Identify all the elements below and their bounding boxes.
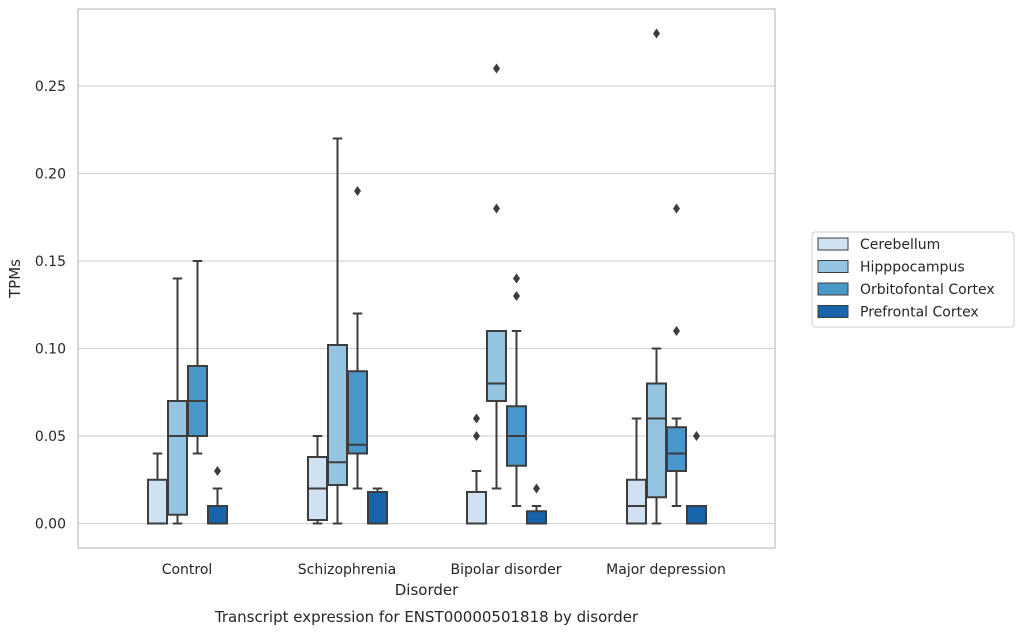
- box-orbitofontal-cortex: [347, 186, 368, 490]
- plot-frame: [77, 8, 776, 549]
- y-tick-label: 0.10: [35, 342, 66, 358]
- box-body: [646, 382, 667, 499]
- outlier-point: [473, 413, 480, 424]
- box-hipppocampus: [486, 63, 507, 490]
- box-body: [207, 505, 228, 525]
- y-tick-label: 0.05: [35, 429, 66, 445]
- legend-swatch: [817, 237, 849, 251]
- outlier-point: [513, 291, 520, 301]
- box-cerebellum: [626, 417, 647, 525]
- box-body: [526, 510, 547, 525]
- y-tick-label: 0.00: [35, 517, 66, 533]
- box-orbitofontal-cortex: [666, 203, 687, 507]
- box-orbitofontal-cortex: [506, 273, 527, 507]
- box-body: [327, 344, 348, 486]
- outlier-point: [513, 273, 520, 284]
- x-tick-label: Schizophrenia: [298, 562, 396, 578]
- box-prefrontal-cortex: [367, 487, 388, 525]
- legend-label: Cerebellum: [860, 237, 940, 253]
- outlier-point: [354, 186, 361, 196]
- chart-caption: Transcript expression for ENST0000050181…: [214, 608, 639, 626]
- outlier-point: [493, 63, 500, 74]
- legend-label: Hipppocampus: [860, 260, 965, 276]
- box-hipppocampus: [327, 137, 348, 525]
- box-orbitofontal-cortex: [187, 260, 208, 455]
- box-body: [626, 478, 647, 525]
- legend-label: Prefrontal Cortex: [860, 305, 979, 321]
- y-tick-label: 0.25: [35, 79, 66, 95]
- legend: Cerebellum Hipppocampus Orbitofontal Corte…: [811, 231, 1015, 328]
- y-tick-label: 0.20: [35, 167, 66, 183]
- box-hipppocampus: [167, 277, 188, 525]
- box-body: [167, 400, 188, 516]
- x-tick-label: Bipolar disorder: [450, 562, 561, 578]
- box-cerebellum: [147, 452, 168, 525]
- box-prefrontal-cortex: [686, 431, 707, 525]
- box-body: [367, 491, 388, 525]
- x-axis-label: Disorder: [395, 581, 459, 599]
- y-tick-label: 0.15: [35, 254, 66, 270]
- x-tick-label: Control: [162, 562, 213, 578]
- outlier-point: [473, 431, 480, 441]
- legend-swatch: [817, 282, 849, 296]
- box-hipppocampus: [646, 28, 667, 525]
- box-cerebellum: [307, 435, 328, 525]
- box-prefrontal-cortex: [207, 466, 228, 525]
- box-body: [486, 330, 507, 402]
- box-cerebellum: [466, 413, 487, 525]
- box-prefrontal-cortex: [526, 483, 547, 525]
- outlier-point: [673, 326, 680, 336]
- box-body: [466, 491, 487, 525]
- outlier-point: [214, 466, 221, 476]
- legend-swatch: [817, 305, 849, 318]
- legend-label: Orbitofontal Cortex: [860, 282, 995, 298]
- x-axis-ticks: Control Schizophrenia Bipolar disorder Majo…: [162, 562, 726, 578]
- y-axis-label: TPMs: [6, 259, 24, 299]
- box-plots: [147, 28, 707, 525]
- legend-swatch: [817, 260, 849, 273]
- outlier-point: [653, 28, 660, 39]
- y-axis-ticks: 0.00 0.05 0.10 0.15 0.20 0.25: [35, 79, 66, 533]
- box-body: [666, 426, 687, 472]
- outlier-point: [493, 203, 500, 214]
- box-body: [686, 505, 707, 525]
- legend-frame: [811, 231, 1015, 328]
- x-tick-label: Major depression: [606, 562, 726, 578]
- outlier-point: [693, 431, 700, 441]
- outlier-point: [673, 203, 680, 214]
- box-body: [347, 370, 368, 455]
- box-body: [147, 478, 168, 525]
- outlier-point: [533, 483, 540, 494]
